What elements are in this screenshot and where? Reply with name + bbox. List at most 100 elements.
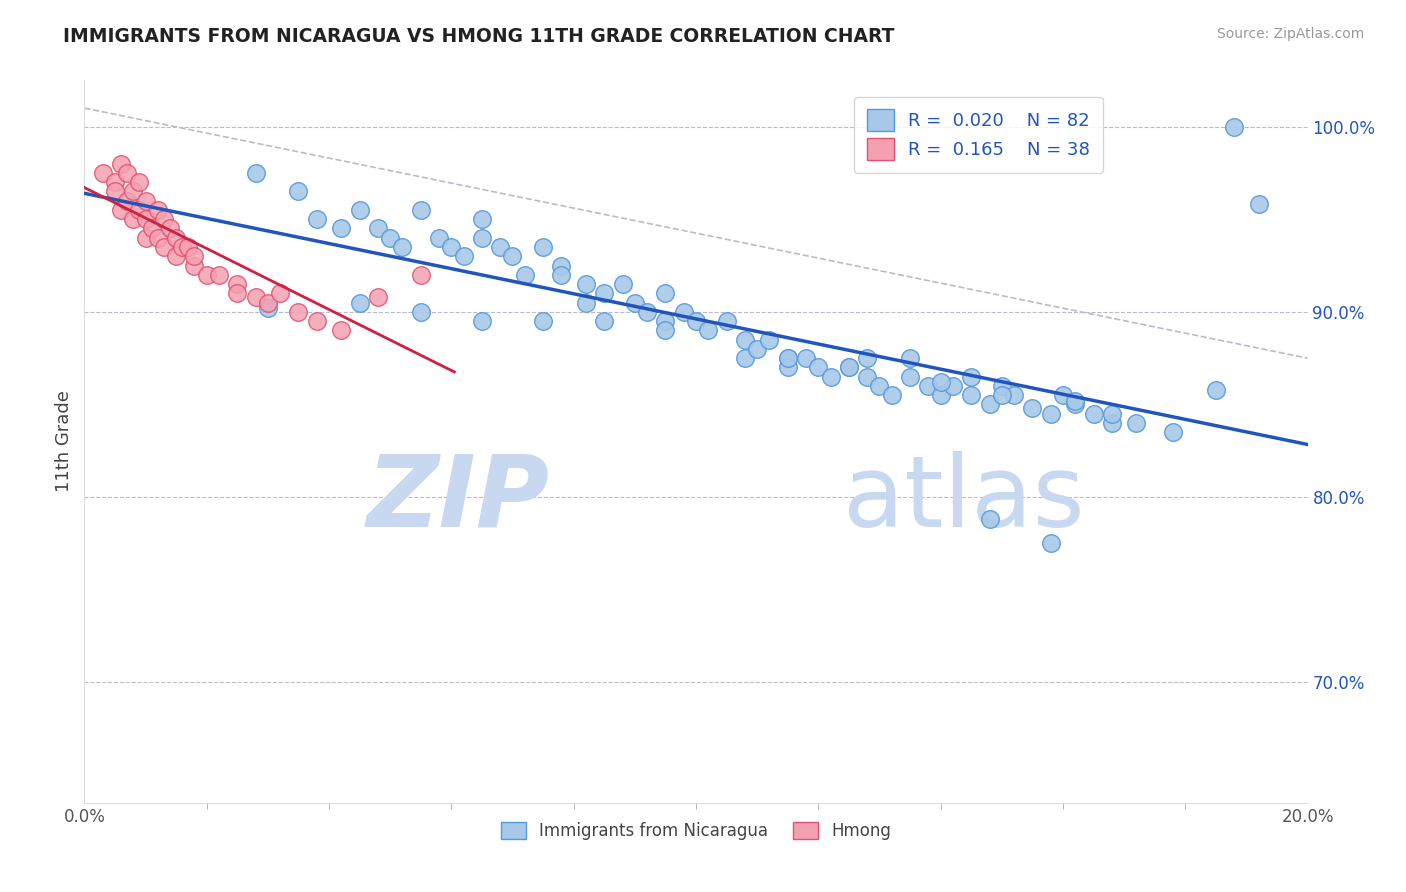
Point <box>654 314 676 328</box>
Point <box>177 240 200 254</box>
Point <box>929 376 952 390</box>
Point <box>734 351 756 366</box>
Point <box>820 369 842 384</box>
Point <box>128 175 150 189</box>
Point <box>1205 383 1227 397</box>
Point <box>146 202 169 217</box>
Point <box>593 314 616 328</box>
Point <box>330 323 353 337</box>
Point <box>1161 425 1184 440</box>
Point <box>165 249 187 263</box>
Point <box>440 240 463 254</box>
Point <box>960 388 983 402</box>
Point <box>104 175 127 189</box>
Point <box>794 351 817 366</box>
Point <box>287 305 309 319</box>
Point <box>172 240 194 254</box>
Point <box>409 305 432 319</box>
Point <box>153 212 176 227</box>
Point <box>942 379 965 393</box>
Point <box>183 259 205 273</box>
Point <box>146 231 169 245</box>
Point <box>612 277 634 291</box>
Point <box>869 379 891 393</box>
Point <box>624 295 647 310</box>
Point <box>226 286 249 301</box>
Point <box>575 295 598 310</box>
Point <box>1064 393 1087 408</box>
Point <box>531 240 554 254</box>
Point <box>427 231 450 245</box>
Point <box>734 333 756 347</box>
Point <box>1247 197 1270 211</box>
Point <box>898 369 921 384</box>
Point <box>245 166 267 180</box>
Point <box>159 221 181 235</box>
Point <box>697 323 720 337</box>
Point <box>513 268 536 282</box>
Point <box>550 259 572 273</box>
Point <box>257 301 280 315</box>
Point <box>122 212 145 227</box>
Point <box>776 351 799 366</box>
Point <box>115 166 138 180</box>
Point <box>672 305 695 319</box>
Point <box>349 295 371 310</box>
Point <box>257 295 280 310</box>
Point <box>1064 397 1087 411</box>
Point <box>153 240 176 254</box>
Point <box>856 369 879 384</box>
Point <box>453 249 475 263</box>
Point <box>128 202 150 217</box>
Point <box>104 185 127 199</box>
Point <box>960 369 983 384</box>
Point <box>979 397 1001 411</box>
Point <box>305 212 328 227</box>
Point <box>838 360 860 375</box>
Point <box>531 314 554 328</box>
Point <box>917 379 939 393</box>
Point <box>135 231 157 245</box>
Point <box>122 185 145 199</box>
Point <box>776 351 799 366</box>
Point <box>929 388 952 402</box>
Legend: Immigrants from Nicaragua, Hmong: Immigrants from Nicaragua, Hmong <box>494 815 898 847</box>
Point <box>91 166 114 180</box>
Point <box>1021 401 1043 416</box>
Point <box>367 290 389 304</box>
Point <box>1101 416 1123 430</box>
Point <box>471 212 494 227</box>
Point <box>1223 120 1246 134</box>
Point <box>636 305 658 319</box>
Point <box>135 212 157 227</box>
Point <box>575 277 598 291</box>
Point <box>685 314 707 328</box>
Point <box>226 277 249 291</box>
Point <box>1052 388 1074 402</box>
Point <box>367 221 389 235</box>
Point <box>471 314 494 328</box>
Point <box>807 360 830 375</box>
Point <box>183 249 205 263</box>
Point <box>349 202 371 217</box>
Y-axis label: 11th Grade: 11th Grade <box>55 391 73 492</box>
Point <box>1101 407 1123 421</box>
Point <box>287 185 309 199</box>
Point <box>245 290 267 304</box>
Point <box>269 286 291 301</box>
Point <box>489 240 512 254</box>
Point <box>747 342 769 356</box>
Point <box>115 194 138 208</box>
Point <box>165 231 187 245</box>
Point <box>409 202 432 217</box>
Point <box>208 268 231 282</box>
Point <box>330 221 353 235</box>
Point <box>1039 536 1062 550</box>
Point <box>550 268 572 282</box>
Point <box>593 286 616 301</box>
Point <box>1002 388 1025 402</box>
Point <box>716 314 738 328</box>
Point <box>305 314 328 328</box>
Point <box>856 351 879 366</box>
Text: IMMIGRANTS FROM NICARAGUA VS HMONG 11TH GRADE CORRELATION CHART: IMMIGRANTS FROM NICARAGUA VS HMONG 11TH … <box>63 27 894 45</box>
